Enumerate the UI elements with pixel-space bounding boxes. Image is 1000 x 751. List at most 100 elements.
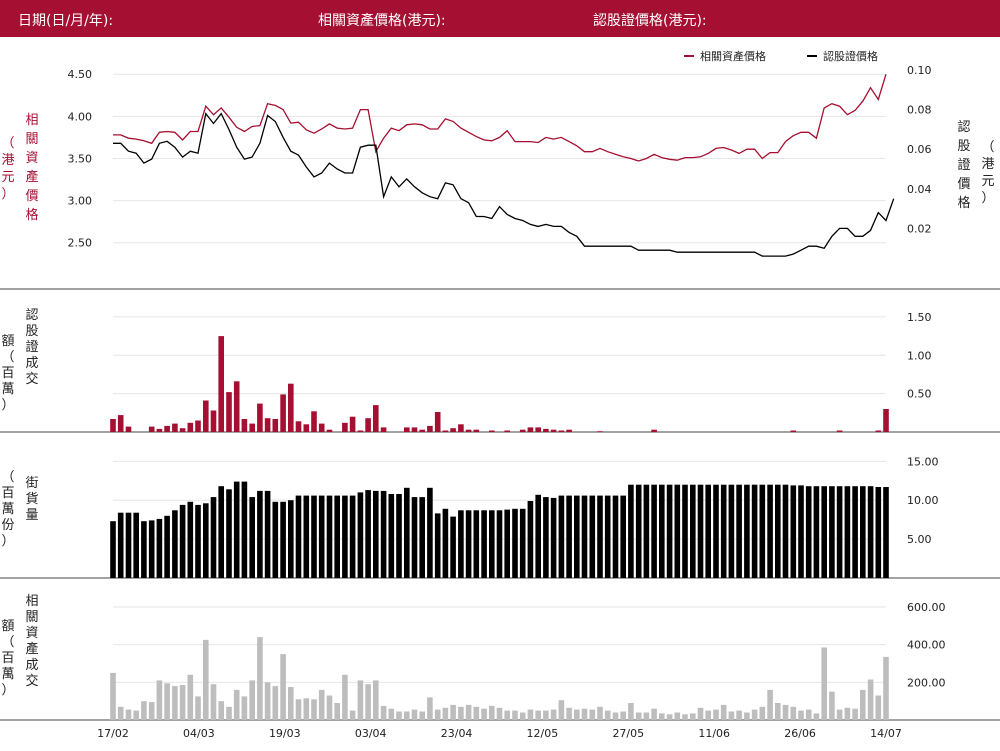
underlying-turnover-bar [651, 708, 657, 720]
outstanding-bar [481, 510, 487, 578]
outstanding-bar [666, 484, 673, 578]
outstanding-bar [581, 495, 588, 578]
underlying-turnover-bar [852, 708, 858, 720]
outstanding-bar [744, 484, 750, 578]
underlying-turnover-bar [172, 686, 178, 720]
underlying-turnover-bar [156, 680, 163, 720]
underlying-turnover-bar [620, 711, 626, 720]
outstanding-bar [813, 486, 820, 578]
underlying-turnover-bar [257, 637, 263, 720]
outstanding-bar [295, 495, 302, 578]
outstanding-bar [643, 484, 650, 578]
underlying-turnover-bar [813, 713, 820, 720]
warrant-chart: 4.50 4.00 3.50 3.00 2.50 0.10 0.08 0.06 0.04 0.02… [0, 49, 1000, 740]
outstanding-bar [195, 504, 201, 578]
outstanding-bar [419, 497, 425, 578]
warrant-turnover-bar [326, 429, 333, 432]
warrant-turnover-bar [365, 418, 371, 432]
right-tick-label: 0.06 [907, 143, 932, 156]
outstanding-bar [404, 487, 410, 578]
outstanding-bar [659, 484, 665, 578]
outstanding-bar [179, 504, 186, 578]
underlying-turnover-bar [574, 709, 580, 720]
underlying-turnover-bar [504, 710, 510, 720]
outstanding-bar [759, 484, 766, 578]
outstanding-bar [264, 490, 271, 578]
outstanding-bar [442, 508, 449, 578]
underlying-turnover-bar [241, 696, 248, 720]
underlying-turnover-bar [303, 698, 310, 720]
legend-warrant-label: 認股證價格 [823, 49, 878, 63]
outstanding-bar [821, 486, 827, 578]
warrant-turnover-bar [280, 394, 286, 432]
outstanding-bar [651, 484, 657, 578]
underlying-turnover-bar [125, 709, 132, 720]
underlying-turnover-bar [566, 707, 572, 720]
underlying-turnover-bar [581, 708, 588, 720]
outstanding-bar [489, 510, 495, 578]
underlying-turnover-bar [404, 711, 410, 720]
underlying-turnover-bar [334, 703, 340, 720]
outstanding-bar [226, 489, 232, 578]
underlying-turnover-bar [597, 706, 603, 720]
underlying-turnover-bar [450, 704, 456, 720]
left-tick-label: 3.50 [68, 152, 93, 165]
underlying-price-label: 相關資產價格(港元): [318, 13, 446, 29]
warrant-turnover-bar [264, 418, 271, 432]
outstanding-bar [852, 486, 858, 578]
outstanding-bar [674, 484, 681, 578]
underlying-turnover-axis-unit: 額（百萬） [1, 619, 14, 698]
underlying-turnover-bar [203, 639, 209, 720]
outstanding-bar [597, 495, 603, 578]
underlying-price-line [113, 74, 887, 162]
outstanding-bar [133, 512, 139, 578]
x-tick-label: 03/04 [355, 727, 387, 740]
outstanding-bar [775, 484, 781, 578]
warrant-turnover-bar [272, 419, 279, 432]
outstanding-bar [875, 487, 882, 578]
underlying-turnover-bar [612, 712, 619, 720]
outstanding-bar [233, 481, 240, 578]
outstanding-bar [728, 484, 735, 578]
underlying-turnover-bar [458, 706, 464, 720]
warrant-turnover-bar [110, 419, 116, 432]
underlying-turnover-bar [195, 696, 201, 720]
outstanding-bar [790, 485, 797, 578]
underlying-turnover-bar [411, 709, 418, 720]
underlying-turnover-bar [357, 680, 364, 720]
outstanding-bar [349, 495, 356, 578]
outstanding-bar [705, 484, 711, 578]
outstanding-bar [829, 486, 835, 578]
outstanding-bar [867, 486, 874, 578]
outstanding-bar [620, 495, 626, 578]
warrant-turnover-bar [535, 427, 541, 432]
outstanding-bar [543, 497, 549, 578]
outstanding-bar [512, 508, 518, 578]
underlying-turnover-bar [473, 706, 480, 720]
warrant-turnover-bar [233, 381, 240, 432]
underlying-turnover-bar [720, 704, 727, 720]
right-axis-title: 認股證價格 [957, 119, 970, 211]
warrant-turnover-bar [164, 425, 170, 432]
warrant-turnover-bar [241, 419, 248, 432]
outstanding-bar [589, 495, 596, 578]
outstanding-bar [110, 521, 116, 578]
underlying-turnover-bar [635, 712, 642, 720]
warrant-turnover-bar [295, 421, 302, 432]
outstanding-bar [883, 487, 889, 578]
outstanding-bar [767, 484, 773, 578]
underlying-turnover-bar [589, 709, 596, 720]
outstanding-bar [519, 508, 526, 578]
underlying-turnover-bar [860, 689, 866, 720]
outstanding-bar [496, 510, 503, 578]
underlying-turnover-bar [288, 687, 294, 720]
warrant-turnover-bar [288, 383, 294, 432]
underlying-turnover-bar [380, 705, 387, 720]
outstanding-bar [187, 501, 194, 578]
underlying-turnover-bar [751, 709, 758, 720]
warrant-turnover-bar [172, 423, 178, 432]
outstanding-bar [241, 481, 248, 578]
x-tick-label: 14/07 [870, 727, 902, 740]
underlying-turnover-bar [187, 674, 194, 720]
outstanding-bar [427, 487, 433, 578]
